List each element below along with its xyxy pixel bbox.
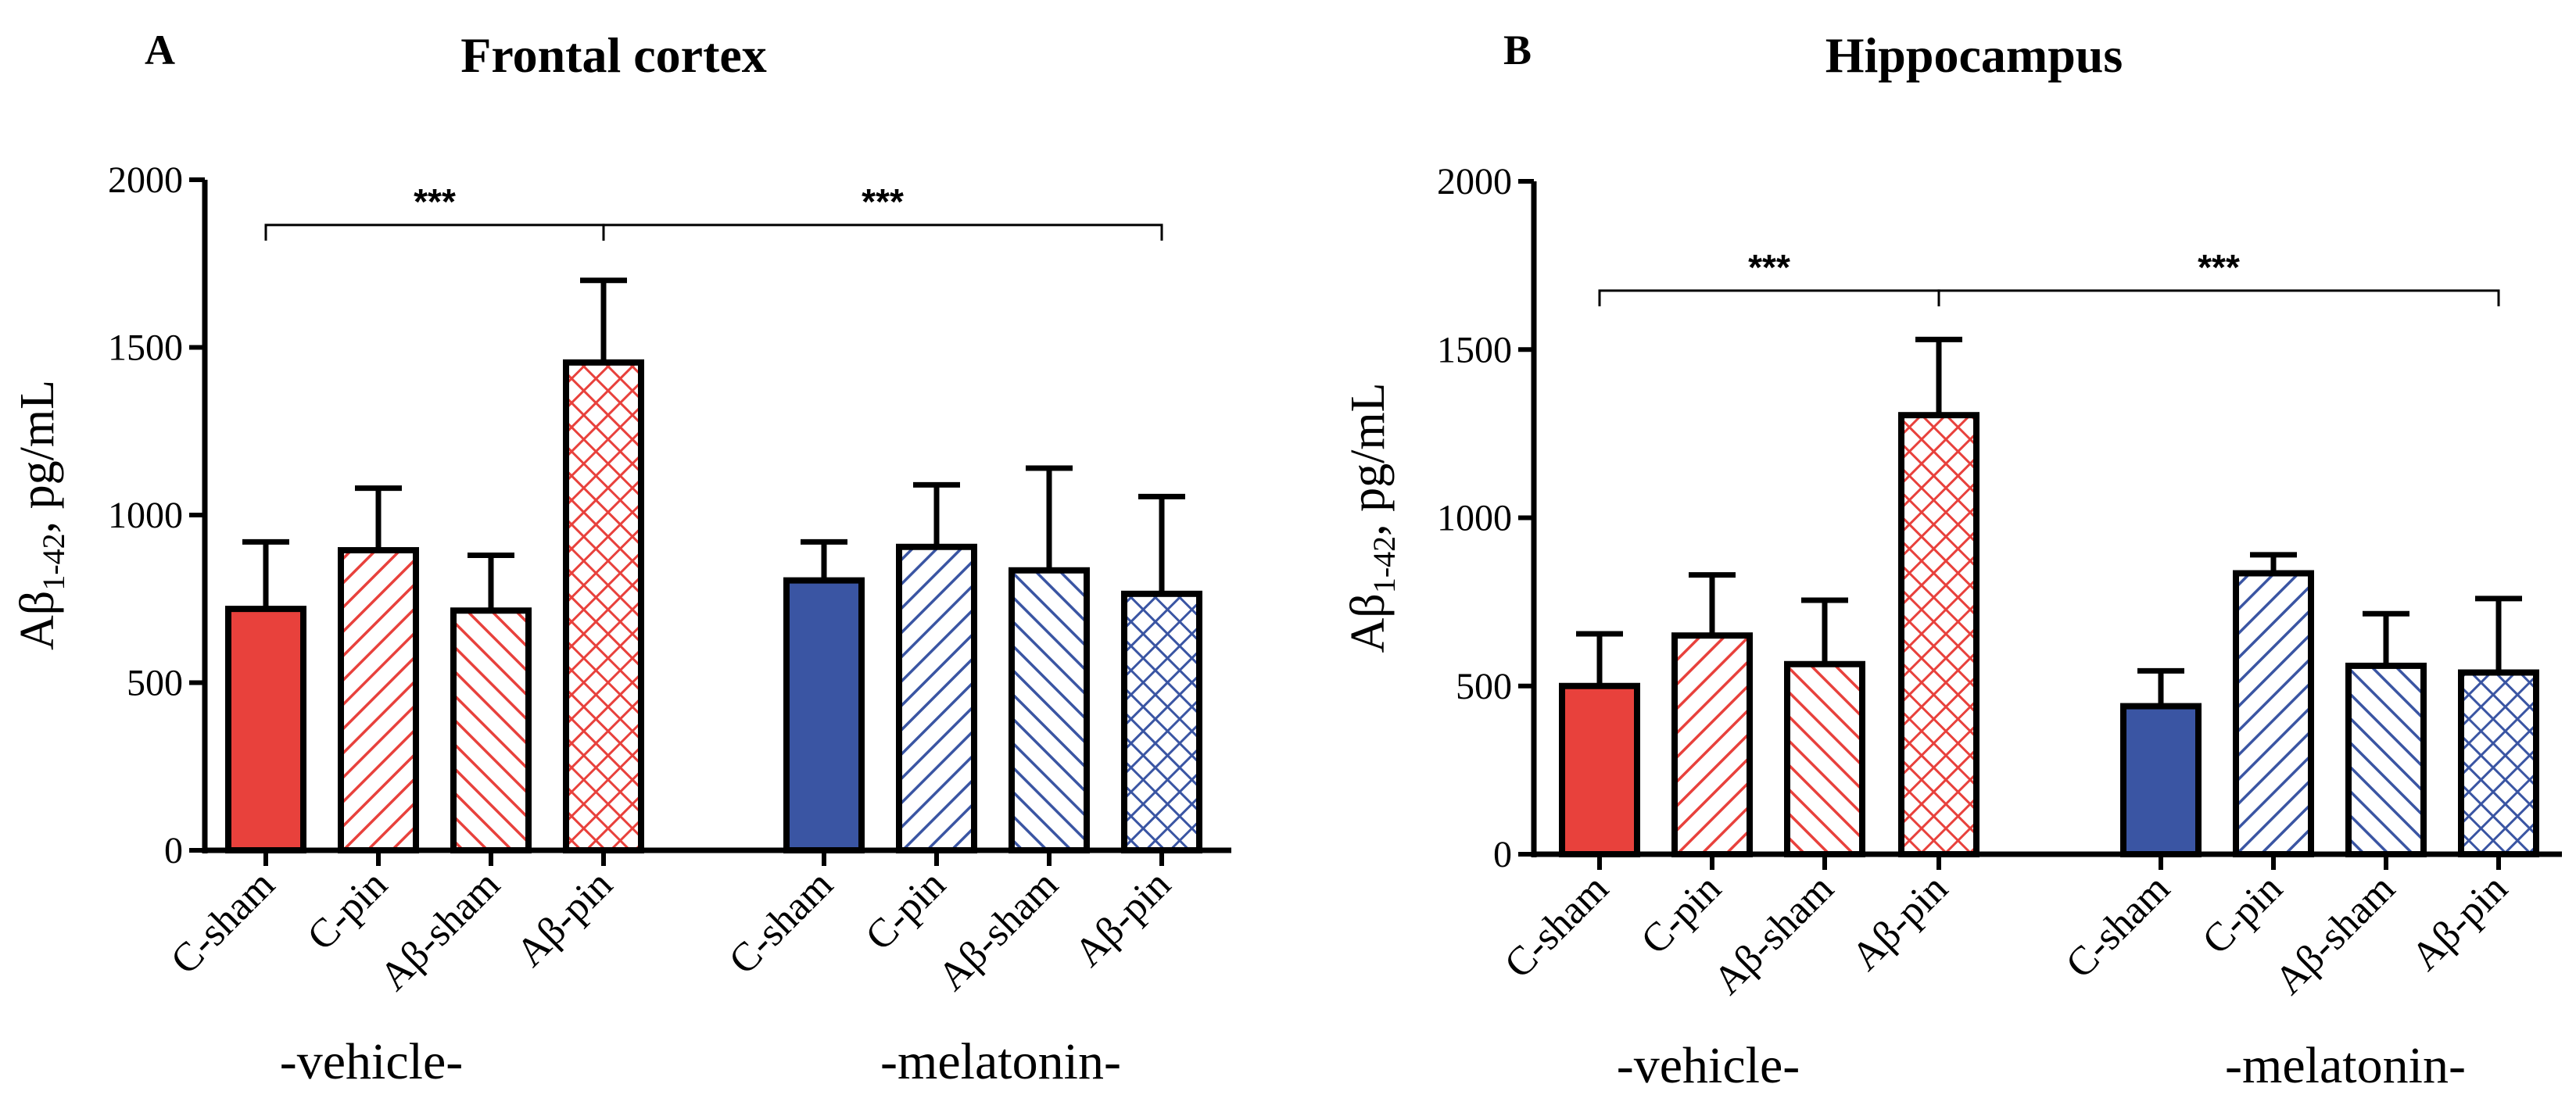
group-label-vehicle: -vehicle- [1617,1037,1800,1094]
panel-hippocampus: B Hippocampus Aβ1-42, pg/mL 0 500 1000 1500… [1342,27,2562,1094]
x-tick-label-ab-sham: Aβ-sham [930,862,1066,999]
x-tick-label-ab-pin: Aβ-pin [2403,866,2517,979]
group-labels: -vehicle- -melatonin- [1617,1037,2466,1094]
significance-bracket [602,224,1163,241]
bar-melatonin-c-sham [2120,703,2202,858]
bar-vehicle-ab-pin [563,359,644,853]
x-tick-label-c-pin: C-pin [857,862,954,959]
significance-stars: *** [414,181,456,222]
y-axis-title-subscript: 1-42 [1367,536,1402,593]
significance-stars: *** [1748,247,1790,288]
x-tick-label-c-sham: C-sham [163,862,284,983]
x-tick-label-ab-sham: Aβ-sham [2266,866,2403,1003]
y-axis-label: Aβ1-42, pg/mL [11,380,71,650]
y-tick-label: 2000 [1437,161,1512,202]
y-tick-label: 500 [127,663,183,704]
bar-melatonin-c-pin [2233,570,2314,857]
bar-melatonin-c-pin [896,543,977,853]
x-tick-label-c-pin: C-pin [1632,866,1729,963]
bar-vehicle-ab-sham [1784,660,1865,858]
x-tick-label-ab-pin: Aβ-pin [508,862,622,975]
bar-melatonin-ab-sham [2345,662,2427,857]
significance-bracket [1937,289,2500,306]
panel-label: A [145,27,175,73]
panel-label: B [1503,27,1532,73]
y-tick-label: 1500 [108,327,183,369]
y-tick-label: 0 [1493,834,1512,875]
significance-bracket [1598,289,1940,306]
group-label-melatonin: -melatonin- [880,1033,1121,1090]
chart-title: Hippocampus [1825,27,2123,83]
significance-bracket [264,224,605,241]
significance-stars: *** [2198,247,2240,288]
x-tick-label-c-sham: C-sham [721,862,842,983]
y-tick-label: 1500 [1437,329,1512,370]
x-tick-label-ab-pin: Aβ-pin [1066,862,1180,975]
bar-vehicle-c-sham [1559,682,1640,857]
y-tick-label: 2000 [108,159,183,201]
chart-title: Frontal cortex [460,27,767,83]
panel-frontal-cortex: A Frontal cortex Aβ1-42, pg/mL 0 500 1000 1… [11,27,1231,1090]
bar-melatonin-c-sham [783,577,865,854]
bar-vehicle-c-pin [1671,632,1753,857]
x-tick-label-c-pin: C-pin [299,862,396,959]
x-tick-label-ab-sham: Aβ-sham [1705,866,1842,1003]
bar-vehicle-c-sham [225,606,306,853]
bar-melatonin-ab-pin [2458,669,2539,858]
x-tick-label-ab-sham: Aβ-sham [371,862,508,999]
significance-stars: *** [862,181,904,222]
y-axis-title-main: Aβ [11,591,64,650]
y-axis-title-unit: , pg/mL [1342,383,1395,536]
bar-vehicle-ab-sham [450,607,532,853]
y-axis-title: Aβ1-42, pg/mL [1342,383,1402,653]
bars [225,277,1202,866]
bars [1559,336,2539,870]
bar-vehicle-c-pin [338,547,419,853]
group-label-vehicle: -vehicle- [280,1033,464,1090]
x-tick-label-ab-pin: Aβ-pin [1843,866,1957,979]
y-axis-title-unit: , pg/mL [11,380,64,533]
y-tick-label: 1000 [1437,498,1512,539]
x-tick-label-c-sham: C-sham [1496,866,1618,987]
significance-brackets: *** *** [1598,247,2500,306]
bar-vehicle-ab-pin [1898,412,1979,857]
y-tick-label: 0 [164,830,183,871]
group-label-melatonin: -melatonin- [2225,1037,2466,1094]
bar-melatonin-ab-pin [1121,590,1202,853]
group-labels: -vehicle- -melatonin- [280,1033,1121,1090]
y-axis-label: Aβ1-42, pg/mL [1342,383,1402,653]
bar-melatonin-ab-sham [1009,567,1090,853]
y-axis-title: Aβ1-42, pg/mL [11,380,71,650]
y-axis-title-main: Aβ [1342,593,1395,653]
y-tick-label: 500 [1456,666,1512,707]
x-tick-label-c-pin: C-pin [2194,866,2291,963]
y-axis-title-subscript: 1-42 [36,533,71,590]
x-tick-label-c-sham: C-sham [2058,866,2179,987]
significance-brackets: *** *** [264,181,1163,241]
y-tick-label: 1000 [108,495,183,536]
